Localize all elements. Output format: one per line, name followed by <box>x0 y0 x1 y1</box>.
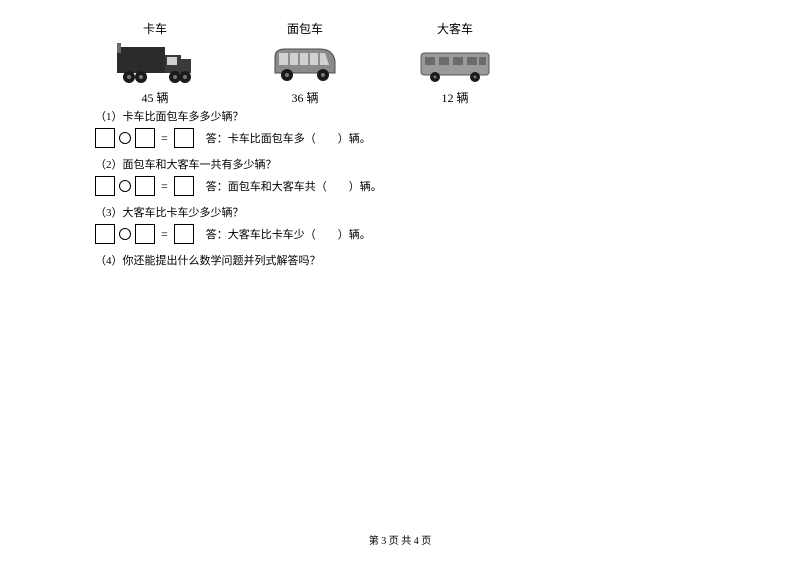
q3-prompt: （3）大客车比卡车少多少辆？ <box>95 204 655 220</box>
blank-box[interactable] <box>135 176 155 196</box>
vehicle-row: 卡车 45 辆 <box>110 20 500 106</box>
blank-box[interactable] <box>135 224 155 244</box>
blank-box[interactable] <box>95 128 115 148</box>
bus-count: 12 辆 <box>441 89 468 106</box>
blank-box[interactable] <box>95 224 115 244</box>
equals-sign: = <box>159 227 170 242</box>
truck-label: 卡车 <box>143 20 167 37</box>
truck-icon <box>115 39 195 87</box>
vehicle-van: 面包车 36 辆 <box>260 20 350 106</box>
bus-icon <box>415 39 495 87</box>
vehicle-bus: 大客车 12 辆 <box>410 20 500 106</box>
page-footer: 第 3 页 共 4 页 <box>0 532 800 547</box>
q2-answer: 答：面包车和大客车共（ ）辆。 <box>206 178 382 194</box>
q1-prompt: （1）卡车比面包车多多少辆？ <box>95 108 655 124</box>
page: 卡车 45 辆 <box>0 0 800 565</box>
equals-sign: = <box>159 131 170 146</box>
van-count: 36 辆 <box>291 89 318 106</box>
q1-equation: = 答：卡车比面包车多（ ）辆。 <box>95 128 655 148</box>
blank-box[interactable] <box>174 224 194 244</box>
blank-box[interactable] <box>174 176 194 196</box>
blank-box[interactable] <box>95 176 115 196</box>
problems: （1）卡车比面包车多多少辆？ = 答：卡车比面包车多（ ）辆。 （2）面包车和大… <box>95 108 655 272</box>
op-circle[interactable] <box>119 228 131 240</box>
bus-label: 大客车 <box>437 20 473 37</box>
van-icon <box>265 39 345 87</box>
q4-prompt: （4）你还能提出什么数学问题并列式解答吗？ <box>95 252 655 268</box>
op-circle[interactable] <box>119 132 131 144</box>
q2-equation: = 答：面包车和大客车共（ ）辆。 <box>95 176 655 196</box>
vehicle-truck: 卡车 45 辆 <box>110 20 200 106</box>
q2-prompt: （2）面包车和大客车一共有多少辆？ <box>95 156 655 172</box>
q3-equation: = 答：大客车比卡车少（ ）辆。 <box>95 224 655 244</box>
op-circle[interactable] <box>119 180 131 192</box>
blank-box[interactable] <box>174 128 194 148</box>
q1-answer: 答：卡车比面包车多（ ）辆。 <box>206 130 371 146</box>
equals-sign: = <box>159 179 170 194</box>
van-label: 面包车 <box>287 20 323 37</box>
q3-answer: 答：大客车比卡车少（ ）辆。 <box>206 226 371 242</box>
truck-count: 45 辆 <box>141 89 168 106</box>
blank-box[interactable] <box>135 128 155 148</box>
